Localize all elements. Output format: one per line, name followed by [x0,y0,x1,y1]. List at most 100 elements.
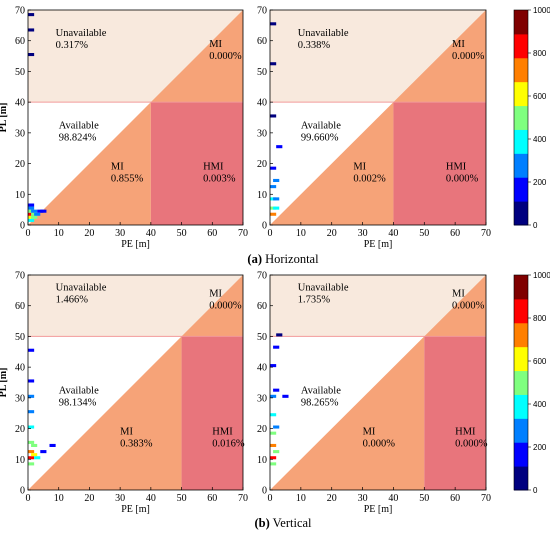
caption-vertical-text: Vertical [270,516,312,530]
x-tick-label: 50 [419,228,429,239]
x-tick-label: 60 [207,228,217,239]
density-cell [270,413,277,417]
region-value: 98.824% [59,132,97,143]
region-label: MI [452,39,465,50]
colorbar-segment [514,10,528,35]
region-label: HMI [455,427,476,438]
colorbar-segment [514,298,528,324]
plot-frame [27,274,244,491]
mi-region-upper [424,275,486,337]
mi-region-lower [270,336,425,490]
region-value: 98.265% [301,397,339,408]
density-cell [270,462,277,466]
y-tick-label: 40 [15,98,25,109]
density-cell [273,197,280,201]
mi-region-lower [28,102,151,225]
density-cell [270,22,277,26]
colorbar-segment [514,33,528,59]
x-tick-label: 70 [238,493,248,504]
density-cell [273,450,280,454]
region-value: 0.002% [353,174,386,185]
colorbar-tick-label: 200 [533,178,547,187]
colorbar-segment [514,442,528,467]
y-tick-label: 70 [15,6,25,17]
region-label: MI [363,427,376,438]
region-label: MI [353,162,366,173]
colorbar-segment [514,394,528,419]
y-tick-label: 0 [262,221,267,232]
x-tick-label: 40 [388,228,398,239]
density-cell [28,53,35,57]
density-cell [31,209,38,213]
region-label: Unavailable [298,28,349,39]
x-tick-label: 60 [207,493,217,504]
panel-vertical-left: 0 10 20 30 40 50 60 70 0 10 20 30 40 50 60 70 PE [m] PL [… [0,271,248,516]
y-tick-label: 70 [15,271,25,282]
region-value: 0.000% [446,174,479,185]
colorbar-tick-label: 800 [533,314,547,323]
density-cell [270,206,277,210]
x-tick-label: 10 [296,493,306,504]
density-cell [270,443,277,447]
caption-horizontal-text: Horizontal [262,252,319,266]
x-tick-label: 20 [84,493,94,504]
colorbar-segment [514,153,528,178]
colorbar-segment [514,81,528,107]
x-tick-label: 40 [146,493,156,504]
x-axis-label: PE [m] [121,504,150,515]
y-tick-label: 30 [257,393,267,404]
y-tick-label: 20 [15,159,25,170]
x-tick-label: 0 [26,228,31,239]
region-label: MI [209,289,222,300]
region-label: HMI [212,427,233,438]
region-label: Unavailable [56,28,107,39]
density-cell [28,28,35,32]
x-tick-label: 30 [358,228,368,239]
density-cell [270,185,277,189]
density-cell [28,394,35,398]
colorbar-segment [514,346,528,372]
y-tick-label: 0 [20,486,25,497]
density-cell [28,410,35,414]
hmi-region [181,336,243,490]
mi-region-lower [28,336,182,490]
x-tick-label: 70 [238,228,248,239]
caption-horizontal: (a) Horizontal [247,252,319,266]
panel-horizontal-left: 0 10 20 30 40 50 60 70 0 10 20 30 40 50 60 70 PE [m] PL [… [0,6,248,251]
density-cell [28,203,35,207]
region-label: Available [301,120,341,131]
y-tick-label: 50 [15,67,25,78]
density-cell [270,364,277,368]
colorbar-tick-label: 600 [533,92,547,101]
x-axis-label: PE [m] [364,504,393,515]
region-value: 0.000% [209,51,242,62]
density-cell [276,333,283,337]
density-cell [31,443,38,447]
density-cell [270,394,277,398]
x-tick-label: 40 [388,493,398,504]
region-value: 0.016% [212,439,245,450]
x-tick-label: 50 [177,228,187,239]
x-tick-label: 50 [177,493,187,504]
y-tick-label: 50 [257,332,267,343]
density-cell [28,450,35,454]
density-cell [28,206,35,210]
density-cell [270,166,277,170]
region-value: 0.855% [111,174,144,185]
density-cell [273,425,280,429]
panel-horizontal-right: 0 10 20 30 40 50 60 70 0 10 20 30 40 50 60 70 PE [m] Unav… [257,6,491,251]
colorbar-frame [513,274,529,491]
colorbar-tick-label: 400 [533,400,547,409]
density-cell [270,431,277,435]
mi-region-upper [150,10,243,103]
colorbar-segment [514,57,528,83]
colorbar-tick-label: 1000 [533,6,550,15]
region-label: MI [209,39,222,50]
region-value: 0.000% [455,439,488,450]
y-tick-label: 30 [257,128,267,139]
x-axis-label: PE [m] [364,239,393,250]
y-tick-label: 10 [257,190,267,201]
y-tick-label: 10 [15,455,25,466]
mi-region-upper [393,10,486,103]
region-value: 0.000% [209,301,242,312]
